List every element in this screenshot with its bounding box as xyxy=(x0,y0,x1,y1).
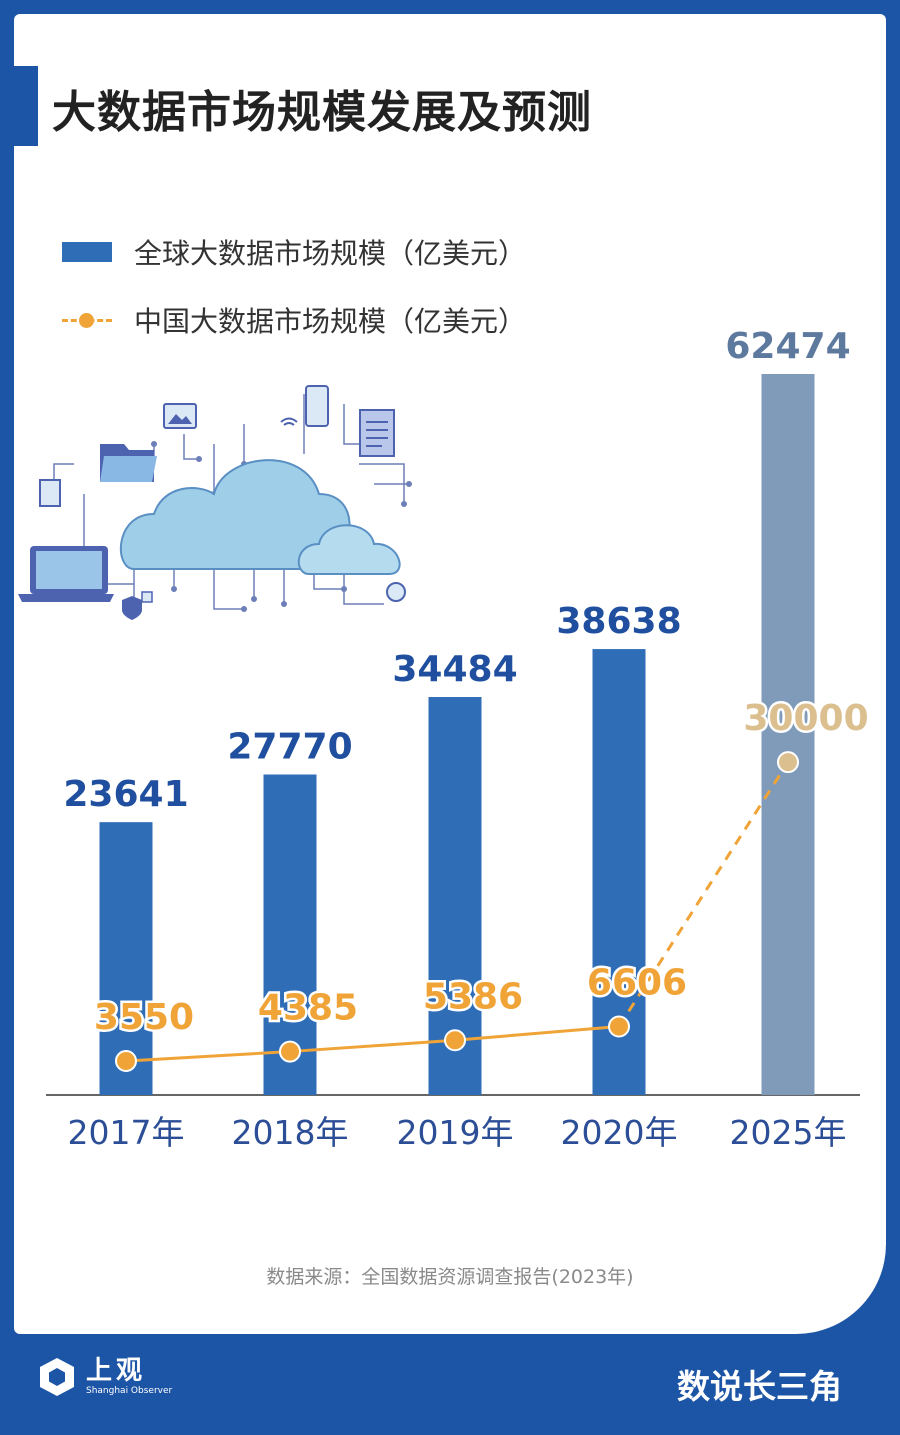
legend-label-global: 全球大数据市场规模（亿美元） xyxy=(134,237,527,270)
legend-line-swatch xyxy=(62,310,112,330)
chart-legend: 全球大数据市场规模（亿美元） 中国大数据市场规模（亿美元） xyxy=(62,232,526,368)
bar-4 xyxy=(761,374,815,1095)
legend-item-china: 中国大数据市场规模（亿美元） xyxy=(62,300,526,340)
line-value-label-1: 4385 xyxy=(258,988,358,1029)
x-tick-labels: 2017年 2018年 2019年 2020年 2025年 xyxy=(68,1113,847,1152)
line-point-3 xyxy=(608,1015,630,1038)
line-segment-1 xyxy=(289,1038,456,1054)
legend-label-china: 中国大数据市场规模（亿美元） xyxy=(134,305,527,338)
line-point-0 xyxy=(115,1050,137,1072)
bar-value-label-3: 38638 xyxy=(556,601,681,642)
legend-item-global: 全球大数据市场规模（亿美元） xyxy=(62,232,526,272)
bar-value-label-2: 34484 xyxy=(392,649,517,690)
line-segment-0 xyxy=(125,1050,291,1063)
line-value-label-3: 6606 xyxy=(587,962,687,1003)
line-segment-3 xyxy=(617,761,790,1028)
legend-bar-swatch xyxy=(62,242,112,262)
line-point-1 xyxy=(279,1040,301,1063)
logo-name: 上观 xyxy=(86,1356,147,1386)
infographic-card: 大数据市场规模发展及预测 全球大数据市场规模（亿美元） 中国大数据市场规模（亿美… xyxy=(14,14,886,1334)
cloud-network-illustration xyxy=(18,385,412,620)
line-point-2 xyxy=(444,1029,466,1052)
bar-line-chart: 23641 27770 34484 38638 62474 3550 4385 5386 660… xyxy=(18,324,871,1152)
bar-2 xyxy=(428,697,482,1095)
x-tick-label-1: 2018年 xyxy=(232,1113,349,1152)
bar-series xyxy=(99,374,815,1095)
line-segment-2 xyxy=(454,1024,620,1042)
x-tick-label-0: 2017年 xyxy=(68,1113,185,1152)
x-tick-label-4: 2025年 xyxy=(730,1113,847,1152)
data-source-note: 数据来源：全国数据资源调查报告(2023年) xyxy=(266,1266,634,1288)
page-title: 大数据市场规模发展及预测 xyxy=(52,87,592,138)
title-accent-bar xyxy=(14,66,38,146)
bar-value-label-0: 23641 xyxy=(63,774,188,815)
line-value-label-0: 3550 xyxy=(94,997,194,1038)
footer-logo: 上观 Shanghai Observer xyxy=(36,1356,172,1398)
line-value-label-4: 30000 xyxy=(743,698,868,739)
shanghai-observer-logo-icon xyxy=(36,1356,78,1398)
line-value-label-2: 5386 xyxy=(423,976,523,1017)
logo-subtitle: Shanghai Observer xyxy=(86,1386,173,1396)
data-labels: 23641 27770 34484 38638 62474 3550 4385 5386 660… xyxy=(61,324,871,1041)
bar-0 xyxy=(99,822,153,1095)
x-tick-label-2: 2019年 xyxy=(397,1113,514,1152)
x-tick-label-3: 2020年 xyxy=(561,1113,678,1152)
bar-value-label-4: 62474 xyxy=(725,326,850,367)
bar-value-label-1: 27770 xyxy=(227,727,352,768)
footer-brand: 数说长三角 xyxy=(677,1367,842,1406)
line-point-4 xyxy=(777,751,799,774)
line-series xyxy=(115,751,799,1072)
